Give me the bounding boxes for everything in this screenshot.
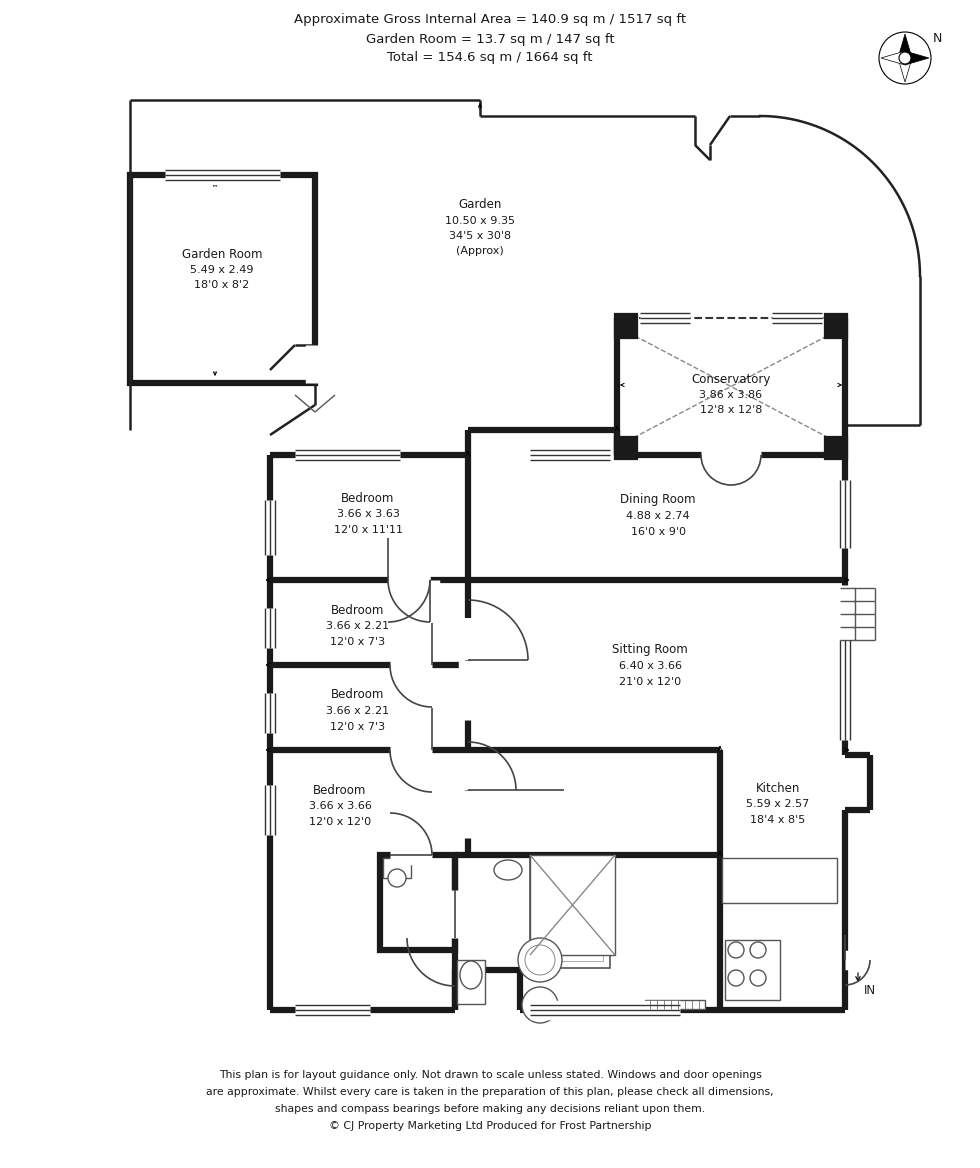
Bar <box>383 858 411 878</box>
Text: N: N <box>932 32 942 44</box>
Text: 12'0 x 7'3: 12'0 x 7'3 <box>330 722 385 732</box>
Text: 6.40 x 3.66: 6.40 x 3.66 <box>618 661 681 670</box>
Circle shape <box>750 943 766 958</box>
Circle shape <box>388 869 406 887</box>
Text: Bedroom: Bedroom <box>314 784 367 797</box>
Text: Garden Room = 13.7 sq m / 147 sq ft: Garden Room = 13.7 sq m / 147 sq ft <box>366 33 614 46</box>
Bar <box>722 858 837 903</box>
Bar <box>827 439 845 457</box>
Ellipse shape <box>494 860 522 880</box>
Ellipse shape <box>460 961 482 989</box>
Text: (Approx): (Approx) <box>456 246 504 256</box>
Circle shape <box>728 969 744 986</box>
Bar <box>457 960 485 1004</box>
Text: 3.66 x 2.21: 3.66 x 2.21 <box>326 705 390 716</box>
Polygon shape <box>905 51 929 65</box>
Text: Conservatory: Conservatory <box>691 374 770 387</box>
Text: Dining Room: Dining Room <box>620 494 696 507</box>
Text: Approximate Gross Internal Area = 140.9 sq m / 1517 sq ft: Approximate Gross Internal Area = 140.9 … <box>294 14 686 27</box>
Text: Bedroom: Bedroom <box>341 492 395 505</box>
Bar <box>617 439 635 457</box>
Text: Bedroom: Bedroom <box>331 604 385 617</box>
Text: 34'5 x 30'8: 34'5 x 30'8 <box>449 231 511 241</box>
Bar <box>645 1000 705 1009</box>
Bar <box>130 175 315 383</box>
Text: 12'0 x 11'11: 12'0 x 11'11 <box>333 524 403 535</box>
Bar <box>537 865 603 961</box>
Text: IN: IN <box>864 983 876 996</box>
Polygon shape <box>881 51 905 65</box>
Text: Garden Room: Garden Room <box>181 249 263 262</box>
Text: Bedroom: Bedroom <box>331 688 385 702</box>
Bar <box>380 855 455 950</box>
Text: Sitting Room: Sitting Room <box>612 644 688 656</box>
Polygon shape <box>898 34 912 58</box>
Text: 18'4 x 8'5: 18'4 x 8'5 <box>751 815 806 825</box>
Bar <box>530 858 610 968</box>
Text: 3.66 x 3.66: 3.66 x 3.66 <box>309 801 371 811</box>
Text: are approximate. Whilst every care is taken in the preparation of this plan, ple: are approximate. Whilst every care is ta… <box>206 1087 774 1097</box>
Polygon shape <box>898 58 912 82</box>
Bar <box>827 317 845 336</box>
Text: Total = 154.6 sq m / 1664 sq ft: Total = 154.6 sq m / 1664 sq ft <box>387 51 593 64</box>
Circle shape <box>522 987 558 1023</box>
Text: shapes and compass bearings before making any decisions reliant upon them.: shapes and compass bearings before makin… <box>275 1104 705 1114</box>
Text: © CJ Property Marketing Ltd Produced for Frost Partnership: © CJ Property Marketing Ltd Produced for… <box>328 1121 652 1131</box>
Text: This plan is for layout guidance only. Not drawn to scale unless stated. Windows: This plan is for layout guidance only. N… <box>219 1070 761 1080</box>
Bar <box>530 855 615 955</box>
Text: 10.50 x 9.35: 10.50 x 9.35 <box>445 216 515 225</box>
Circle shape <box>525 945 555 975</box>
Circle shape <box>518 938 562 982</box>
Text: 5.59 x 2.57: 5.59 x 2.57 <box>747 799 809 809</box>
Text: 3.66 x 2.21: 3.66 x 2.21 <box>326 621 390 631</box>
Text: 12'8 x 12'8: 12'8 x 12'8 <box>700 405 762 415</box>
Text: 3.86 x 3.86: 3.86 x 3.86 <box>700 390 762 399</box>
Text: 12'0 x 12'0: 12'0 x 12'0 <box>309 816 371 827</box>
Text: 21'0 x 12'0: 21'0 x 12'0 <box>619 677 681 687</box>
Text: 12'0 x 7'3: 12'0 x 7'3 <box>330 637 385 647</box>
Circle shape <box>750 969 766 986</box>
Bar <box>617 317 635 336</box>
Text: Garden: Garden <box>459 199 502 211</box>
Text: Kitchen: Kitchen <box>756 781 801 794</box>
Bar <box>725 940 780 1000</box>
Text: 3.66 x 3.63: 3.66 x 3.63 <box>336 509 400 519</box>
Circle shape <box>899 53 911 64</box>
Text: 4.88 x 2.74: 4.88 x 2.74 <box>626 512 690 521</box>
Circle shape <box>728 943 744 958</box>
Text: 5.49 x 2.49: 5.49 x 2.49 <box>190 265 254 274</box>
Text: 16'0 x 9'0: 16'0 x 9'0 <box>630 527 685 537</box>
Text: 18'0 x 8'2: 18'0 x 8'2 <box>194 280 250 290</box>
